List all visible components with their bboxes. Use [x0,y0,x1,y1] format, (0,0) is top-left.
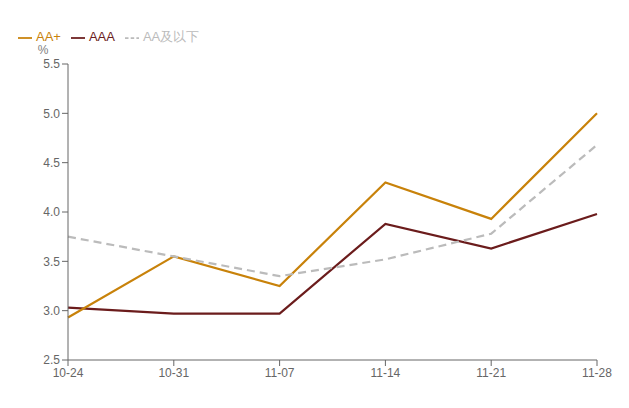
svg-text:%: % [38,43,49,57]
svg-text:4.0: 4.0 [43,205,60,219]
svg-text:10-31: 10-31 [158,366,189,380]
svg-text:11-28: 11-28 [582,366,612,380]
svg-text:2.5: 2.5 [43,353,60,367]
svg-text:11-07: 11-07 [265,366,295,380]
svg-text:11-21: 11-21 [476,366,506,380]
html-text:AA及以下: AA及以下 [143,29,200,44]
svg-text:4.5: 4.5 [43,156,60,170]
html-text:AA+: AA+ [36,29,61,44]
svg-text:10-24: 10-24 [53,366,84,380]
svg-text:3.5: 3.5 [43,255,60,269]
svg-text:5.5: 5.5 [43,57,60,71]
html-text:AAA: AAA [88,29,115,44]
svg-text:3.0: 3.0 [43,304,60,318]
svg-text:11-14: 11-14 [370,366,400,380]
svg-text:5.0: 5.0 [43,107,60,121]
